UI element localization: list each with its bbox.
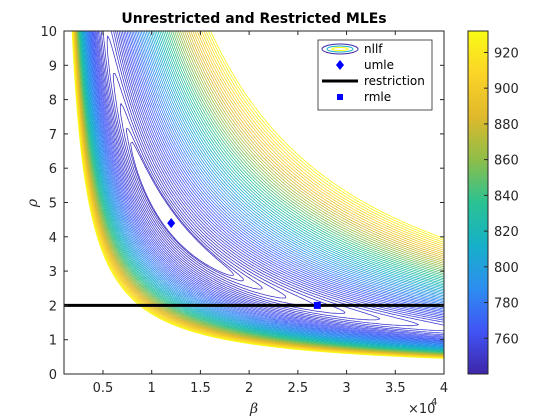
colorbar-tick-label: 880 — [494, 118, 519, 133]
contour-level — [82, 31, 444, 349]
legend-nllf-swatch-inner — [331, 47, 349, 51]
y-tick-label: 6 — [49, 162, 57, 177]
colorbar-tick-label: 840 — [494, 189, 519, 204]
colorbar-tick-label: 900 — [494, 82, 519, 97]
x-tick-label: 3.5 — [385, 381, 406, 396]
y-tick-label: 8 — [49, 94, 57, 109]
contour-level — [96, 31, 444, 334]
x-tick-label: 3 — [342, 381, 350, 396]
contour-level — [94, 31, 444, 337]
colorbar-tick-label: 820 — [494, 225, 519, 240]
y-tick-label: 7 — [49, 128, 57, 143]
colorbar-tick-label: 780 — [494, 297, 519, 312]
chart-title: Unrestricted and Restricted MLEs — [121, 11, 386, 27]
contour-level — [80, 31, 444, 351]
legend-item-umle: umle — [336, 58, 394, 72]
contour-level — [83, 31, 444, 348]
contour-level — [100, 31, 381, 321]
x-tick-label: 2.5 — [288, 381, 309, 396]
contour-level — [130, 141, 235, 276]
legend-rmle-label: rmle — [364, 90, 391, 104]
contour-level — [87, 31, 444, 345]
y-tick-label: 3 — [49, 265, 57, 280]
contour-level — [98, 31, 444, 332]
y-tick-label: 2 — [49, 299, 57, 314]
contour-level — [89, 31, 444, 343]
colorbar: 760 780 800 820 840 860 880 900 920 — [467, 30, 519, 375]
x-axis-label: β — [249, 401, 258, 417]
x-tick-label: 1 — [148, 381, 156, 396]
overlay-layer — [64, 218, 444, 309]
contour-level — [102, 31, 346, 314]
colorbar-gradient — [468, 31, 488, 374]
x-tick-label: 2 — [245, 381, 253, 396]
contour-level — [119, 103, 263, 290]
y-axis-label: ρ — [25, 198, 41, 208]
legend: nllf umle restriction rmle — [317, 39, 433, 111]
legend-nllf-swatch-outer — [321, 43, 359, 55]
rmle-point — [313, 301, 321, 309]
y-tick-label: 1 — [49, 334, 57, 349]
y-tick-label: 0 — [49, 368, 57, 383]
legend-umle-marker — [336, 60, 344, 70]
contour-level — [90, 31, 444, 342]
contour-level — [84, 31, 444, 348]
legend-rmle-marker — [337, 94, 343, 100]
colorbar-tick-label: 800 — [494, 261, 519, 276]
legend-item-restriction: restriction — [322, 74, 425, 88]
legend-nllf-label: nllf — [364, 42, 383, 56]
x-axis-ticks: 0.5 1 1.5 2 2.5 3 3.5 4 — [93, 31, 448, 396]
x-tick-label: 4 — [440, 381, 448, 396]
y-axis-ticks: 0 1 2 3 4 5 6 7 8 9 10 — [40, 25, 444, 383]
contour-level — [112, 73, 287, 299]
legend-item-rmle: rmle — [337, 90, 391, 104]
contour-level — [84, 31, 444, 347]
colorbar-frame — [467, 30, 489, 375]
contour-lines — [71, 31, 444, 359]
y-tick-label: 5 — [49, 197, 57, 212]
contour-level — [86, 31, 444, 346]
contour-level — [82, 31, 444, 350]
y-tick-label: 9 — [49, 59, 57, 74]
legend-nllf-swatch-mid — [326, 45, 354, 53]
x-exponent-base: ×10 — [408, 402, 435, 417]
colorbar-tick-label: 860 — [494, 154, 519, 169]
legend-item-nllf: nllf — [321, 42, 383, 56]
colorbar-tick-label: 920 — [494, 46, 519, 61]
x-exponent-power: 4 — [431, 397, 437, 408]
contour-level — [95, 31, 444, 336]
x-tick-label: 0.5 — [93, 381, 114, 396]
colorbar-tick-label: 760 — [494, 332, 519, 347]
legend-restriction-label: restriction — [364, 74, 425, 88]
contour-level — [126, 127, 244, 282]
x-tick-label: 1.5 — [190, 381, 211, 396]
y-tick-label: 4 — [49, 231, 57, 246]
legend-umle-label: umle — [364, 58, 394, 72]
contour-level — [81, 31, 444, 350]
umle-point — [167, 218, 176, 229]
contour-level — [83, 31, 444, 349]
colorbar-ticks: 760 780 800 820 840 860 880 900 920 — [484, 46, 519, 347]
contour-level — [80, 31, 444, 351]
x-exponent: ×10 4 — [408, 397, 437, 417]
contour-level — [79, 31, 444, 352]
y-tick-label: 10 — [40, 25, 57, 40]
contour-level — [71, 31, 444, 359]
